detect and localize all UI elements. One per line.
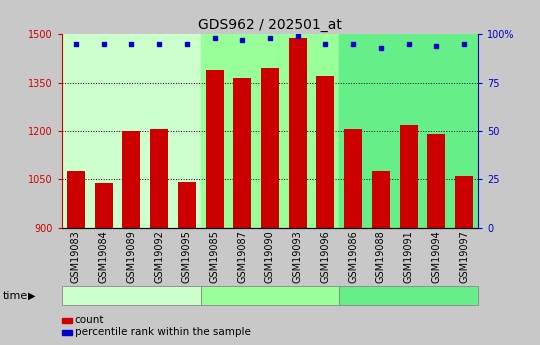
- Text: count: count: [75, 315, 104, 325]
- Bar: [289, 38, 307, 228]
- Bar: [400, 125, 417, 228]
- Bar: [233, 78, 251, 228]
- Bar: [339, 34, 478, 228]
- Bar: [123, 131, 140, 228]
- Bar: [206, 70, 224, 228]
- Bar: [344, 129, 362, 228]
- Bar: [427, 134, 446, 228]
- Bar: [150, 129, 168, 228]
- Bar: [67, 171, 85, 228]
- Bar: [94, 183, 113, 228]
- Bar: [201, 34, 339, 228]
- Text: ▶: ▶: [28, 291, 36, 301]
- Text: before exercise: before exercise: [91, 291, 171, 301]
- Bar: [316, 76, 334, 228]
- Bar: [372, 171, 390, 228]
- Bar: [455, 176, 473, 228]
- Text: 60 min after exercise: 60 min after exercise: [353, 291, 464, 301]
- Bar: [261, 68, 279, 228]
- Title: GDS962 / 202501_at: GDS962 / 202501_at: [198, 18, 342, 32]
- Bar: [62, 34, 201, 228]
- Text: after exercise: after exercise: [234, 291, 306, 301]
- Text: percentile rank within the sample: percentile rank within the sample: [75, 327, 251, 337]
- Text: time: time: [3, 291, 28, 301]
- Bar: [178, 182, 196, 228]
